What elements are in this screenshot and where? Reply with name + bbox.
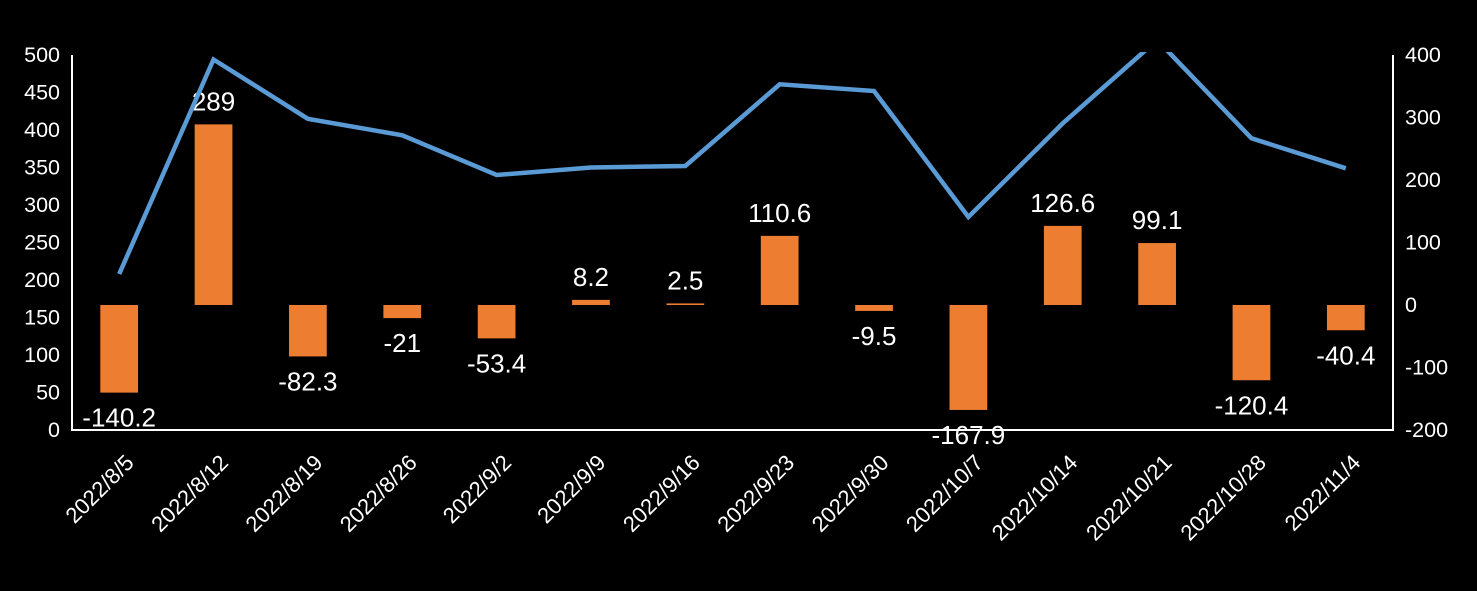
left-axis-tick-label: 0 (48, 418, 60, 442)
x-axis-tick-label: 2022/9/16 (618, 450, 705, 537)
right-axis-tick-label: 300 (1405, 106, 1441, 130)
axes (71, 55, 1394, 431)
right-axis-tick-label: 0 (1405, 293, 1417, 317)
left-axis-tick-label: 100 (24, 343, 60, 367)
x-axis-tick-label: 2022/8/5 (60, 450, 138, 528)
bar-value-label: -120.4 (1215, 390, 1289, 420)
x-axis-tick-label: 2022/10/7 (901, 450, 988, 537)
bar (1232, 305, 1271, 381)
x-axis-tick-label: 2022/11/4 (1280, 450, 1366, 536)
bar-value-label: -82.3 (278, 366, 337, 396)
bar (1043, 225, 1082, 305)
bar (666, 303, 705, 305)
x-axis-tick-label: 2022/9/23 (712, 450, 799, 537)
right-axis-tick-label: 100 (1405, 231, 1441, 255)
x-axis-tick-label: 2022/8/26 (335, 450, 422, 537)
right-axis-tick-label: 400 (1405, 43, 1441, 67)
bar (760, 235, 799, 305)
right-axis-tick-label: -200 (1405, 418, 1448, 442)
bar-value-label: -21 (383, 328, 421, 358)
bar (1326, 305, 1365, 331)
bar-value-label: 110.6 (748, 198, 811, 228)
bar-value-label: 99.1 (1132, 205, 1183, 235)
bar-value-label: -167.9 (932, 420, 1006, 450)
bar (855, 305, 893, 311)
left-axis-tick-label: 50 (36, 381, 60, 405)
left-axis-tick-label: 300 (24, 193, 60, 217)
left-axis-tick-labels: 0 50 100 150 200 250 300 350 400 450 500 (24, 43, 60, 442)
bar (100, 305, 139, 393)
x-axis-tick-label: 2022/9/2 (438, 450, 516, 528)
bar (194, 124, 233, 305)
left-axis-tick-label: 200 (24, 268, 60, 292)
x-axis-tick-label: 2022/8/12 (146, 450, 233, 537)
x-axis-tick-label: 2022/10/21 (1081, 450, 1177, 546)
bar (289, 305, 327, 357)
x-axis-labels: 2022/8/5 2022/8/12 2022/8/19 2022/8/26 2022/… (60, 450, 1365, 546)
bar-value-label: -53.4 (467, 348, 526, 378)
bar (477, 305, 516, 339)
right-axis-tick-label: 200 (1405, 168, 1441, 192)
bar-value-label: 126.6 (1030, 188, 1095, 218)
right-axis-tick-label: -100 (1405, 356, 1448, 380)
left-axis-tick-label: 250 (24, 231, 60, 255)
x-axis-tick-label: 2022/8/19 (241, 450, 328, 537)
bar (572, 299, 610, 305)
bar-value-label: 2.5 (667, 265, 703, 295)
bar-value-label: -9.5 (852, 321, 897, 351)
left-axis-tick-label: 400 (24, 118, 60, 142)
trend-line (117, 52, 1347, 275)
left-axis-tick-label: 150 (24, 306, 60, 330)
x-axis-tick-label: 2022/9/30 (807, 450, 894, 537)
left-axis-tick-label: 450 (24, 81, 60, 105)
left-axis-tick-label: 500 (24, 43, 60, 67)
x-axis-tick-label: 2022/10/28 (1175, 450, 1271, 546)
left-axis-tick-label: 350 (24, 156, 60, 180)
line-series-group (117, 52, 1347, 275)
bar (383, 305, 422, 319)
bar-value-label: -140.2 (82, 403, 156, 433)
bar (1138, 243, 1176, 305)
bar (949, 305, 988, 410)
x-axis-tick-label: 2022/10/14 (987, 450, 1083, 546)
right-axis-tick-labels: -200 -100 0 100 200 300 400 (1405, 43, 1448, 442)
x-axis-tick-label: 2022/9/9 (532, 450, 610, 528)
bar-value-label: -40.4 (1316, 340, 1375, 370)
bar-value-label: 8.2 (573, 262, 609, 292)
bar-series (100, 124, 1365, 410)
